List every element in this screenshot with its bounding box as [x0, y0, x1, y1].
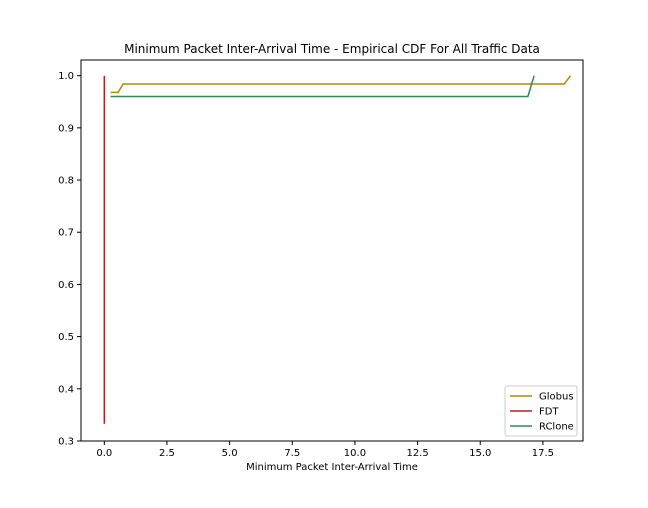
x-tick-label: 10.0 [344, 448, 366, 459]
plot-area [80, 59, 584, 442]
x-tick-label: 7.5 [284, 448, 300, 459]
x-axis-label: Minimum Packet Inter-Arrival Time [246, 462, 418, 473]
legend-label-fdt: FDT [539, 407, 559, 418]
x-tick-label: 17.5 [532, 448, 554, 459]
legend-label-globus: Globus [539, 392, 574, 403]
legend: Globus FDT RClone [504, 385, 578, 437]
x-tick-label: 12.5 [406, 448, 428, 459]
series-line-rclone [110, 75, 535, 98]
x-tick-label: 2.5 [159, 448, 175, 459]
y-axis-ticks: 0.3 0.4 0.5 0.6 0.7 0.8 0.9 1.0 [58, 71, 81, 448]
series-lines [103, 75, 572, 424]
y-tick-label: 0.9 [58, 123, 74, 134]
x-tick-label: 0.0 [96, 448, 112, 459]
y-tick-label: 0.4 [58, 384, 74, 395]
y-tick-label: 0.3 [58, 437, 74, 448]
y-tick-label: 0.8 [58, 176, 74, 187]
y-tick-label: 0.7 [58, 228, 74, 239]
legend-frame [504, 385, 578, 437]
series-line-globus [110, 75, 572, 94]
y-tick-label: 0.6 [58, 280, 74, 291]
x-tick-label: 5.0 [222, 448, 238, 459]
x-axis-ticks: 0.0 2.5 5.0 7.5 10.0 12.5 15.0 17.5 [96, 441, 554, 459]
y-tick-label: 0.5 [58, 332, 74, 343]
y-tick-label: 1.0 [58, 71, 74, 82]
legend-label-rclone: RClone [539, 422, 574, 433]
chart-title: Minimum Packet Inter-Arrival Time - Empi… [124, 42, 540, 56]
x-tick-label: 15.0 [469, 448, 491, 459]
